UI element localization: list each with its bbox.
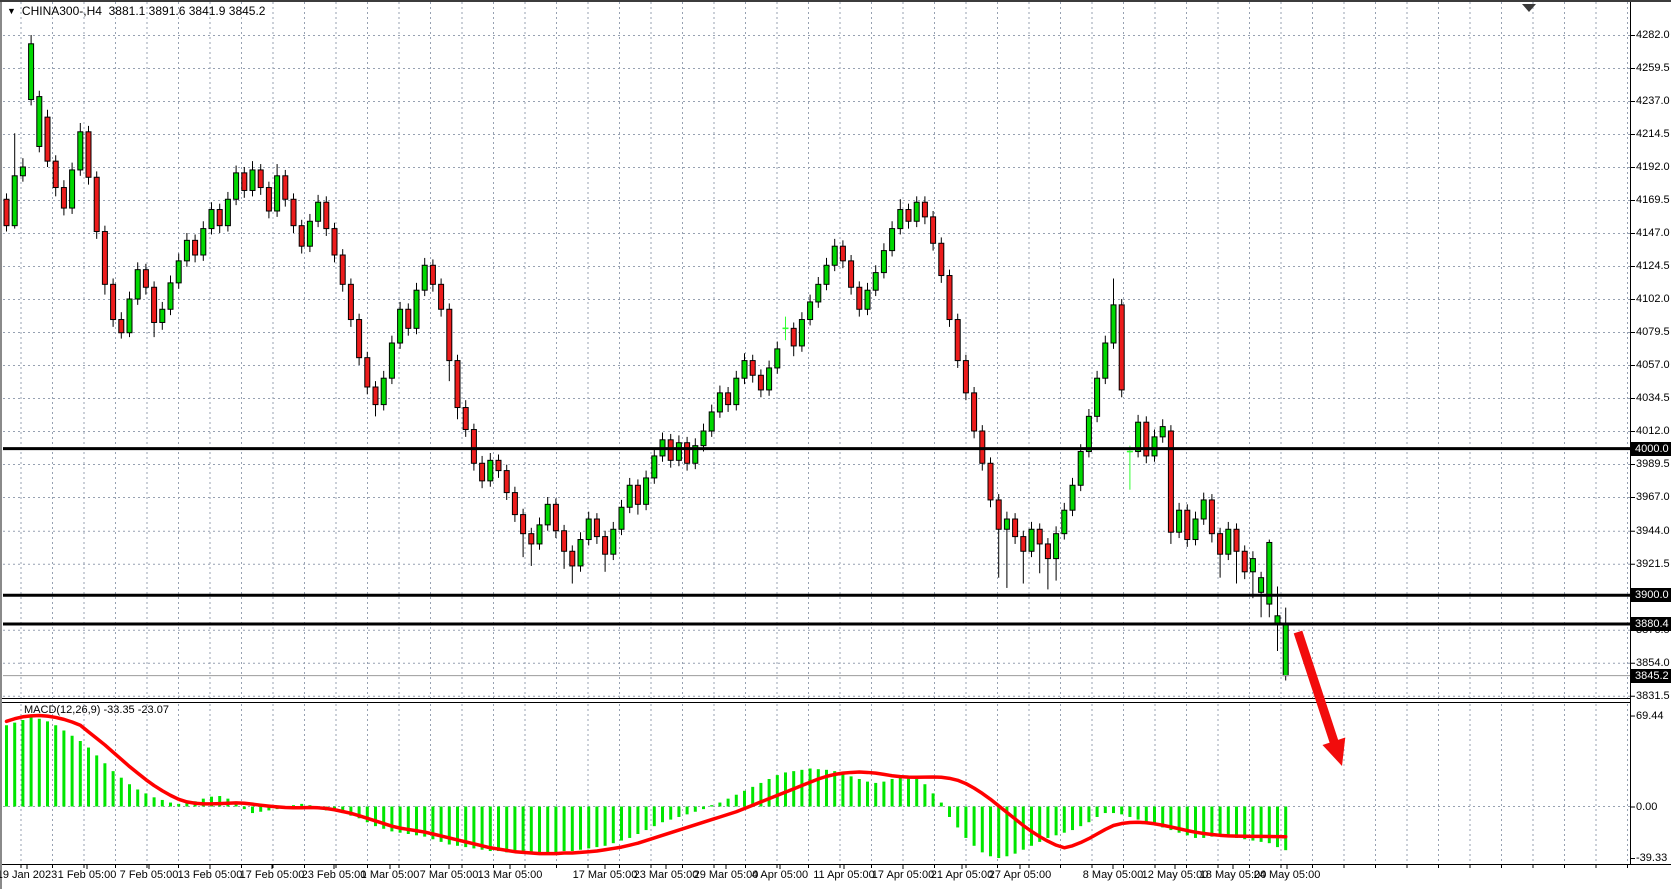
price-tick-label: 3854.0 (1636, 656, 1670, 669)
time-tick-label: 24 May 05:00 (1253, 869, 1321, 881)
time-tick-label: 19 Jan 2023 (0, 869, 58, 881)
chart-shift-marker-icon[interactable] (1522, 4, 1536, 12)
time-tick-label: 12 May 05:00 (1141, 869, 1209, 881)
price-tick-label: 3921.5 (1636, 557, 1670, 570)
price-tick-label: 4259.5 (1636, 62, 1670, 74)
price-tick-label: 4282.0 (1636, 29, 1670, 41)
time-tick-label: 1 Mar 05:00 (360, 869, 420, 881)
time-tick-label: 23 Feb 05:00 (301, 869, 367, 881)
macd-tick-label: -39.33 (1636, 852, 1668, 865)
macd-tick-label: 69.44 (1636, 709, 1664, 722)
price-tick-label: 4079.5 (1636, 326, 1670, 338)
price-tick-label: 4124.5 (1636, 260, 1670, 272)
window-top-edge (0, 0, 1671, 2)
symbol-dropdown-icon[interactable]: ▼ (7, 6, 16, 16)
arrow-down-icon (1293, 630, 1346, 766)
time-tick-label: 21 Apr 05:00 (930, 869, 994, 881)
candles (3, 35, 1289, 681)
symbol-title: CHINA300-,H4 (21, 4, 102, 18)
macd-main-value: -33.35 (103, 704, 135, 716)
time-tick-label: 23 Mar 05:00 (633, 869, 699, 881)
price-tick-label: 4034.5 (1636, 392, 1670, 404)
price-tick-label: 4214.5 (1636, 128, 1670, 140)
time-tick-label: 17 Mar 05:00 (572, 869, 638, 881)
price-tick-label: 4057.0 (1636, 359, 1670, 371)
time-tick-label: 13 Mar 05:00 (477, 869, 543, 881)
frame (0, 2, 1671, 869)
time-tick-label: 1 Feb 05:00 (57, 869, 117, 881)
macd-name: MACD(12,26,9) (24, 704, 101, 716)
level-price-badge: 3880.4 (1630, 617, 1671, 631)
macd-signal-line (4, 713, 1288, 856)
price-tick-label: 4147.0 (1636, 227, 1670, 239)
level-price-badge: 4000.0 (1630, 441, 1671, 456)
price-tick-label: 3967.0 (1636, 491, 1670, 503)
macd-indicator-label: MACD(12,26,9) -33.35 -23.07 (24, 704, 169, 716)
time-tick-label: 18 May 05:00 (1199, 869, 1267, 881)
price-tick-label: 4192.0 (1636, 161, 1670, 173)
level-lines (3, 447, 1630, 677)
quote-open: 3881.1 (108, 4, 146, 18)
grid (3, 2, 1630, 863)
quote-close: 3845.2 (228, 4, 266, 18)
time-tick-label: 7 Feb 05:00 (119, 869, 179, 881)
symbol-header[interactable]: ▼ CHINA300-,H4 3881.1 3891.6 3841.9 3845.… (7, 4, 265, 18)
price-tick-label: 3831.5 (1636, 689, 1670, 702)
time-tick-label: 29 Mar 05:00 (693, 869, 759, 881)
quote-low: 3841.9 (188, 4, 226, 18)
price-tick-label: 4012.0 (1636, 425, 1670, 437)
window-left-edge (0, 0, 2, 889)
price-tick-label: 3989.5 (1636, 458, 1670, 470)
quote-high: 3891.6 (148, 4, 186, 18)
price-tick-label: 3944.0 (1636, 524, 1670, 537)
time-tick-label: 17 Apr 05:00 (871, 869, 935, 881)
price-tick-label: 4102.0 (1636, 293, 1670, 305)
macd-tick-label: 0.00 (1636, 800, 1658, 813)
time-tick-label: 8 May 05:00 (1082, 869, 1144, 881)
time-tick-label: 27 Apr 05:00 (988, 869, 1052, 881)
time-tick-label: 7 Mar 05:00 (419, 869, 479, 881)
macd-signal-value: -23.07 (137, 704, 169, 716)
level-price-badge: 3900.0 (1630, 588, 1671, 603)
price-tick-label: 4237.0 (1636, 95, 1670, 107)
price-tick-label: 4169.5 (1636, 194, 1670, 206)
time-tick-label: 17 Feb 05:00 (239, 869, 305, 881)
time-tick-label: 11 Apr 05:00 (813, 869, 875, 881)
bid-price-badge: 3845.2 (1630, 668, 1671, 683)
time-tick-label: 13 Feb 05:00 (177, 869, 243, 881)
time-tick-label: 4 Apr 05:00 (751, 869, 809, 881)
